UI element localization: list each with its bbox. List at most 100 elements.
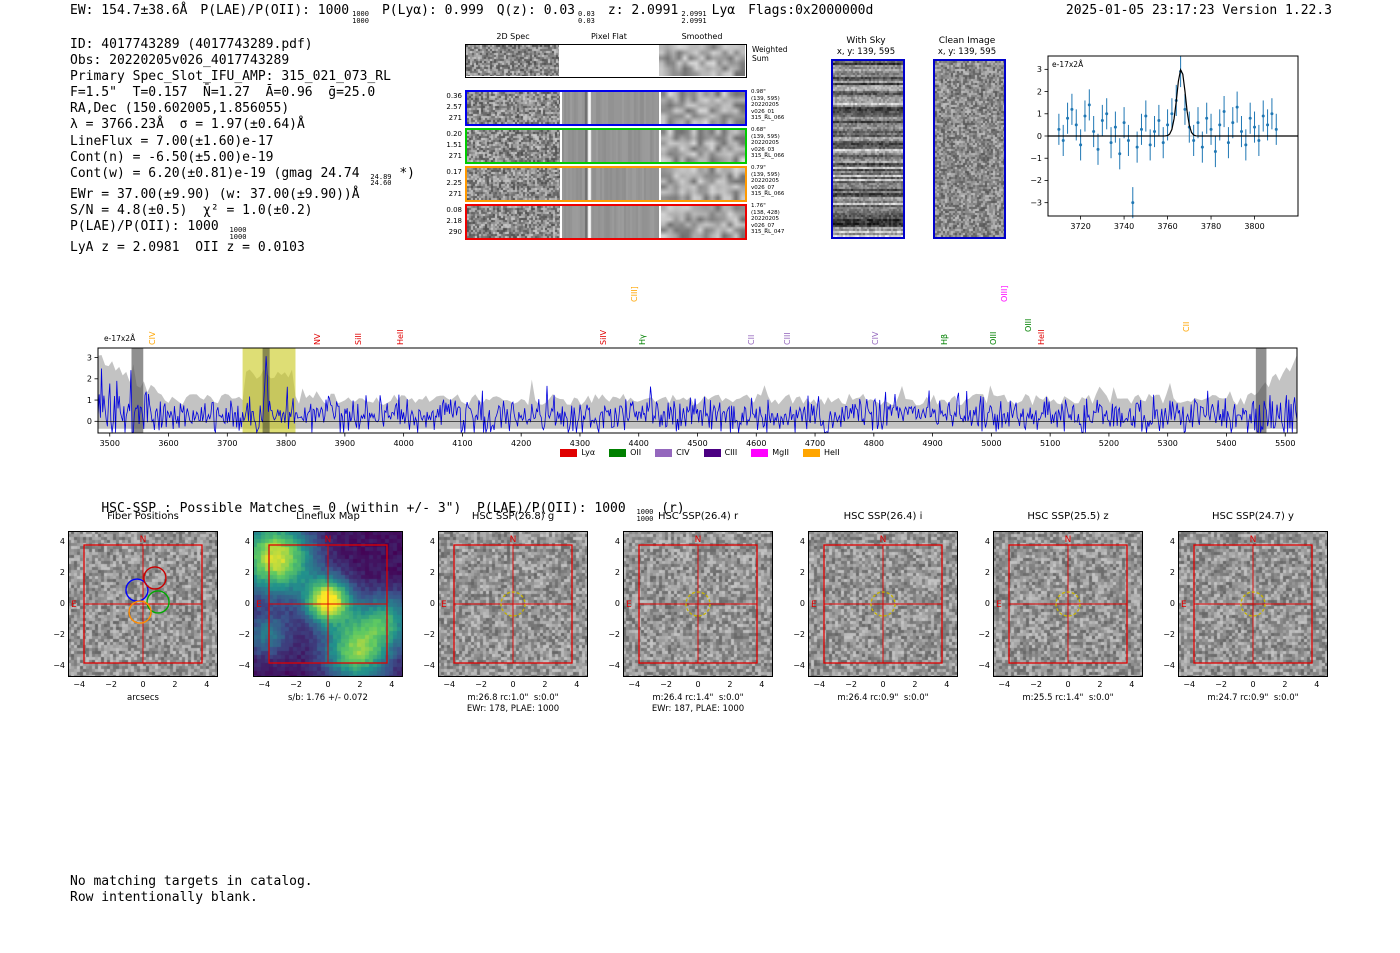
legend-label: Lyα (581, 448, 596, 457)
svg-text:4000: 4000 (393, 439, 413, 448)
y-tick-label: 2 (59, 567, 65, 577)
header-plae-label: P(LAE)/P(OII): 1000 (200, 3, 350, 18)
full-spectrum-chart: 3500 3600 3700 3800 3900 4000 4100 4200 4300 4400… (87, 347, 1298, 448)
fiber-row-meta: 0.79" (139, 595) 20220205 v026_07 315_RL_066 (751, 165, 784, 198)
header-z-lo: 2.0991 (681, 16, 707, 25)
info-line-text: Obs: 20220205v026_4017743289 (70, 53, 290, 69)
y-tick-label: 2 (1169, 567, 1175, 577)
y-tick-label: 0 (59, 599, 65, 608)
svg-text:E: E (996, 600, 1002, 610)
y-tick-label: −2 (1163, 630, 1175, 640)
y-tick-label: 2 (799, 567, 805, 577)
y-tick-label: −2 (608, 630, 620, 640)
info-line-text: Cont(n) = -6.50(±5.00)e-19 (70, 149, 274, 165)
with-sky-image (831, 59, 905, 239)
fiber-meta-value: 1.76" (751, 203, 766, 209)
x-tick-label: −4 (73, 680, 86, 689)
x-tick-label: −2 (105, 680, 117, 689)
fiber-smoothed-image (661, 206, 745, 238)
header-qz-label: Q(z): 0.03 (496, 3, 576, 18)
y-tick-label: 0 (429, 599, 435, 608)
x-tick-label: −2 (290, 680, 302, 689)
fiber-weight-value: 271 (448, 190, 462, 198)
spec2d-column-header: 2D Spec (496, 32, 530, 41)
svg-text:4100: 4100 (452, 439, 472, 448)
x-tick-label: 2 (727, 680, 733, 689)
info-line: LineFlux = 7.00(±1.60)e-17 (70, 134, 415, 150)
cutout-caption-1: m:26.4 rc:1.4" s:0.0" (652, 693, 744, 703)
header-plae-range: 1000 1000 (352, 11, 369, 24)
cutout-overlay: NE (1178, 531, 1328, 677)
fiber-smoothed-image (661, 168, 745, 200)
fiber-weight-value: 271 (448, 114, 462, 122)
y-tick-label: 4 (984, 536, 990, 546)
info-line-text: Cont(w) = 6.20(±0.81)e-19 (gmag 24.74 (70, 165, 368, 181)
header-classification: Lyα (711, 3, 736, 18)
y-tick-label: 4 (429, 536, 435, 546)
line-fit-chart: 3720 3740 3760 3780 3800 3 2 1 0 −1 −2 −3 e-17x2Å (1030, 55, 1299, 231)
with-sky-subtitle: x, y: 139, 595 (836, 47, 896, 57)
svg-text:5000: 5000 (981, 439, 1001, 448)
x-tick-label: 4 (1129, 680, 1135, 689)
info-line: EWr = 37.00(±9.90) (w: 37.00(±9.90))Å (70, 187, 415, 203)
cutout-overlay: NE (438, 531, 588, 677)
svg-text:3740: 3740 (1114, 222, 1134, 231)
fiber-meta-value: 0.98" (751, 89, 766, 95)
with-sky-title: With Sky (846, 36, 886, 46)
x-tick-label: 4 (944, 680, 950, 689)
fiber-pixelflat-image (562, 168, 659, 200)
y-tick-label: −4 (978, 661, 990, 671)
fiber-pixelflat-image (562, 206, 659, 238)
info-line: λ = 3766.23Å σ = 1.97(±0.64)Å (70, 117, 415, 133)
y-tick-label: −2 (238, 630, 250, 640)
weighted-2dspec-image (466, 45, 559, 76)
y-tick-label: 4 (59, 536, 65, 546)
svg-text:3720: 3720 (1070, 222, 1090, 231)
info-line-text: S/N = 4.8(±0.5) χ² = 1.0(±0.2) (70, 203, 313, 219)
svg-text:4500: 4500 (687, 439, 707, 448)
fiber-weight-value: 0.20 (446, 130, 462, 138)
info-line-range: 24.89 24.60 (370, 173, 391, 187)
legend-label: MgII (772, 448, 789, 457)
cutout-caption-1: m:26.8 rc:1.0" s:0.0" (467, 693, 559, 703)
x-tick-label: 0 (510, 680, 516, 689)
emission-line-label: OIII] (1000, 285, 1010, 303)
footer-line-2: Row intentionally blank. (70, 890, 258, 905)
svg-text:E: E (71, 600, 77, 610)
info-line-text: LyA z = 2.0981 OII z = 0.0103 (70, 240, 305, 256)
svg-text:−1: −1 (1030, 154, 1042, 163)
header-z-range: 2.0991 2.0991 (681, 11, 706, 24)
clean-image (933, 59, 1006, 239)
svg-text:N: N (1065, 535, 1072, 545)
x-tick-label: 2 (1097, 680, 1103, 689)
spectrum-legend: Lyα OII CIV CIII MgII HeII (0, 448, 1400, 457)
svg-text:2: 2 (1037, 87, 1042, 96)
x-tick-label: 0 (880, 680, 886, 689)
x-tick-label: −2 (1030, 680, 1042, 689)
svg-text:E: E (256, 600, 262, 610)
svg-text:5400: 5400 (1216, 439, 1236, 448)
legend-swatch (655, 448, 673, 457)
weighted-smoothed-image (659, 45, 745, 76)
svg-text:4400: 4400 (629, 439, 649, 448)
y-tick-label: −2 (53, 630, 65, 640)
svg-text:1: 1 (87, 396, 92, 405)
svg-text:N: N (880, 535, 887, 545)
fiber-smoothed-image (661, 130, 745, 162)
fiber-meta-value: 315_RL_066 (751, 115, 785, 122)
x-tick-label: −4 (443, 680, 456, 689)
cutout-title: Fiber Positions (107, 511, 179, 522)
info-line: Cont(n) = -6.50(±5.00)e-19 (70, 150, 415, 166)
header-ew: EW: 154.7±38.6Å (70, 3, 188, 18)
info-line: S/N = 4.8(±0.5) χ² = 1.0(±0.2) (70, 203, 415, 219)
fiber-meta-value: 0.68" (751, 127, 766, 133)
info-line: Primary Spec_Slot_IFU_AMP: 315_021_073_R… (70, 69, 415, 85)
range-hi: 1000 (229, 226, 247, 235)
cutout-title: HSC SSP(25.5) z (1027, 511, 1109, 522)
x-tick-label: −2 (660, 680, 672, 689)
x-tick-label: 0 (1065, 680, 1071, 689)
x-tick-label: 4 (389, 680, 395, 689)
hsc-filter-suffix: (r) (653, 501, 685, 516)
y-tick-label: 2 (984, 567, 990, 577)
